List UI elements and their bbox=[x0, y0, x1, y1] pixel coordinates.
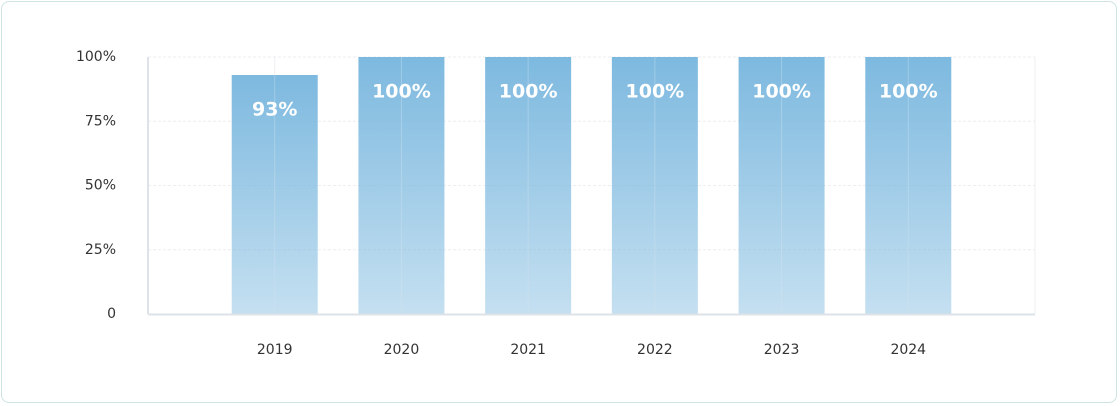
y-tick-label: 0 bbox=[107, 306, 116, 322]
x-tick-label: 2023 bbox=[764, 342, 800, 358]
value-label: 93% bbox=[252, 98, 297, 120]
x-tick-label: 2024 bbox=[890, 342, 926, 358]
value-label: 100% bbox=[752, 81, 811, 103]
bar bbox=[358, 57, 445, 314]
value-label: 100% bbox=[499, 81, 558, 103]
bar bbox=[485, 57, 572, 314]
x-tick-label: 2021 bbox=[510, 342, 546, 358]
bar bbox=[865, 57, 952, 314]
bar bbox=[231, 74, 318, 315]
x-tick-label: 2020 bbox=[384, 342, 420, 358]
value-label: 100% bbox=[372, 81, 431, 103]
y-tick-label: 50% bbox=[85, 178, 116, 194]
x-tick-label: 2022 bbox=[637, 342, 673, 358]
y-tick-label: 75% bbox=[85, 113, 116, 129]
bar bbox=[611, 57, 698, 314]
value-label: 100% bbox=[626, 81, 685, 103]
bar bbox=[738, 57, 825, 314]
y-tick-label: 25% bbox=[85, 242, 116, 258]
x-tick-label: 2019 bbox=[257, 342, 293, 358]
y-tick-label: 100% bbox=[76, 49, 116, 65]
value-label: 100% bbox=[879, 81, 938, 103]
